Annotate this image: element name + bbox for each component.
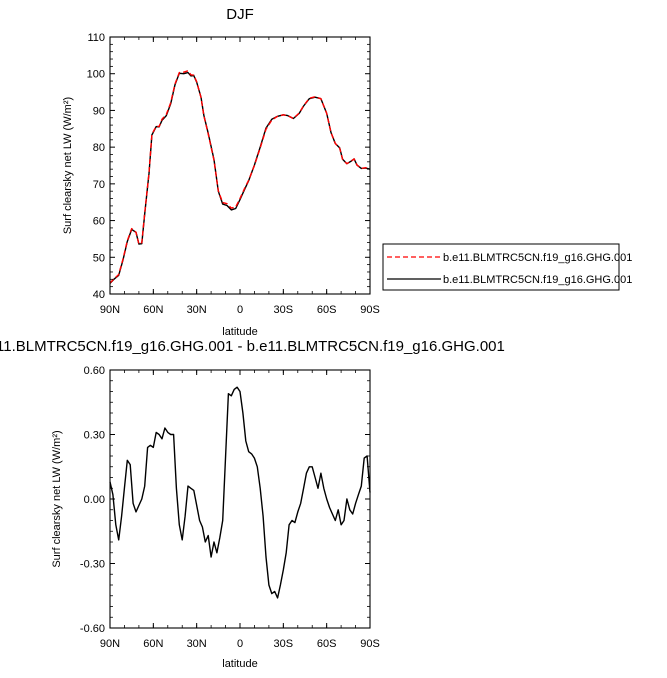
top-panel: DJF 40 50 60 70 80 90 100 110 90N 60N 30N 0 30S 60S 90… [62,6,632,338]
top-series-line-black-solid [109,71,371,284]
bottom-x-tick-label: 60N [143,638,163,650]
top-y-tick-label: 90 [93,105,105,117]
bottom-panel: b.e11.BLMTRC5CN.f19_g16.GHG.001 - b.e11.… [0,338,505,670]
top-x-tick-label: 60N [143,304,163,316]
bottom-x-tick-label: 30N [187,638,207,650]
bottom-series-line-black-solid [109,386,371,599]
top-x-tick-label: 30N [187,304,207,316]
top-x-tick-label: 0 [237,304,243,316]
top-y-tick-label: 40 [93,289,105,301]
bottom-x-tick-label: 60S [317,638,337,650]
top-y-tick-label: 70 [93,179,105,191]
legend-label-2: b.e11.BLMTRC5CN.f19_g16.GHG.001 [443,274,632,286]
legend: b.e11.BLMTRC5CN.f19_g16.GHG.001 b.e11.BL… [382,243,632,291]
top-x-tick-label: 30S [274,304,294,316]
bottom-x-tick-label: 30S [274,638,294,650]
bottom-y-tick-label: 0.00 [84,494,105,506]
top-x-tick-label: 90S [360,304,380,316]
bottom-x-tick-label: 90N [100,638,120,650]
bottom-y-tick-label: 0.60 [84,365,105,377]
top-y-tick-label: 100 [87,69,105,81]
top-x-tick-label: 90N [100,304,120,316]
bottom-y-tick-label: 0.30 [84,430,105,442]
bottom-plot-frame [109,369,371,629]
top-y-axis-label: Surf clearsky net LW (W/m²) [62,97,74,234]
top-x-axis-label: latitude [222,326,257,338]
top-x-tick-label: 60S [317,304,337,316]
bottom-y-tick-label: -0.60 [80,623,105,635]
bottom-x-tick-label: 0 [237,638,243,650]
bottom-chart-title: b.e11.BLMTRC5CN.f19_g16.GHG.001 - b.e11.… [0,338,505,355]
top-y-tick-label: 50 [93,252,105,264]
top-y-tick-label: 110 [87,32,105,44]
legend-box [382,243,620,291]
bottom-y-tick-label: -0.30 [80,559,105,571]
legend-label-1: b.e11.BLMTRC5CN.f19_g16.GHG.001 [443,252,632,264]
bottom-x-tick-label: 90S [360,638,380,650]
top-y-tick-label: 60 [93,216,105,228]
top-y-tick-label: 80 [93,142,105,154]
bottom-x-axis-label: latitude [222,658,257,670]
bottom-y-axis-label: Surf clearsky net LW (W/m²) [51,430,63,567]
top-chart-title: DJF [226,6,254,23]
top-series-line-red-dashed [109,70,371,284]
